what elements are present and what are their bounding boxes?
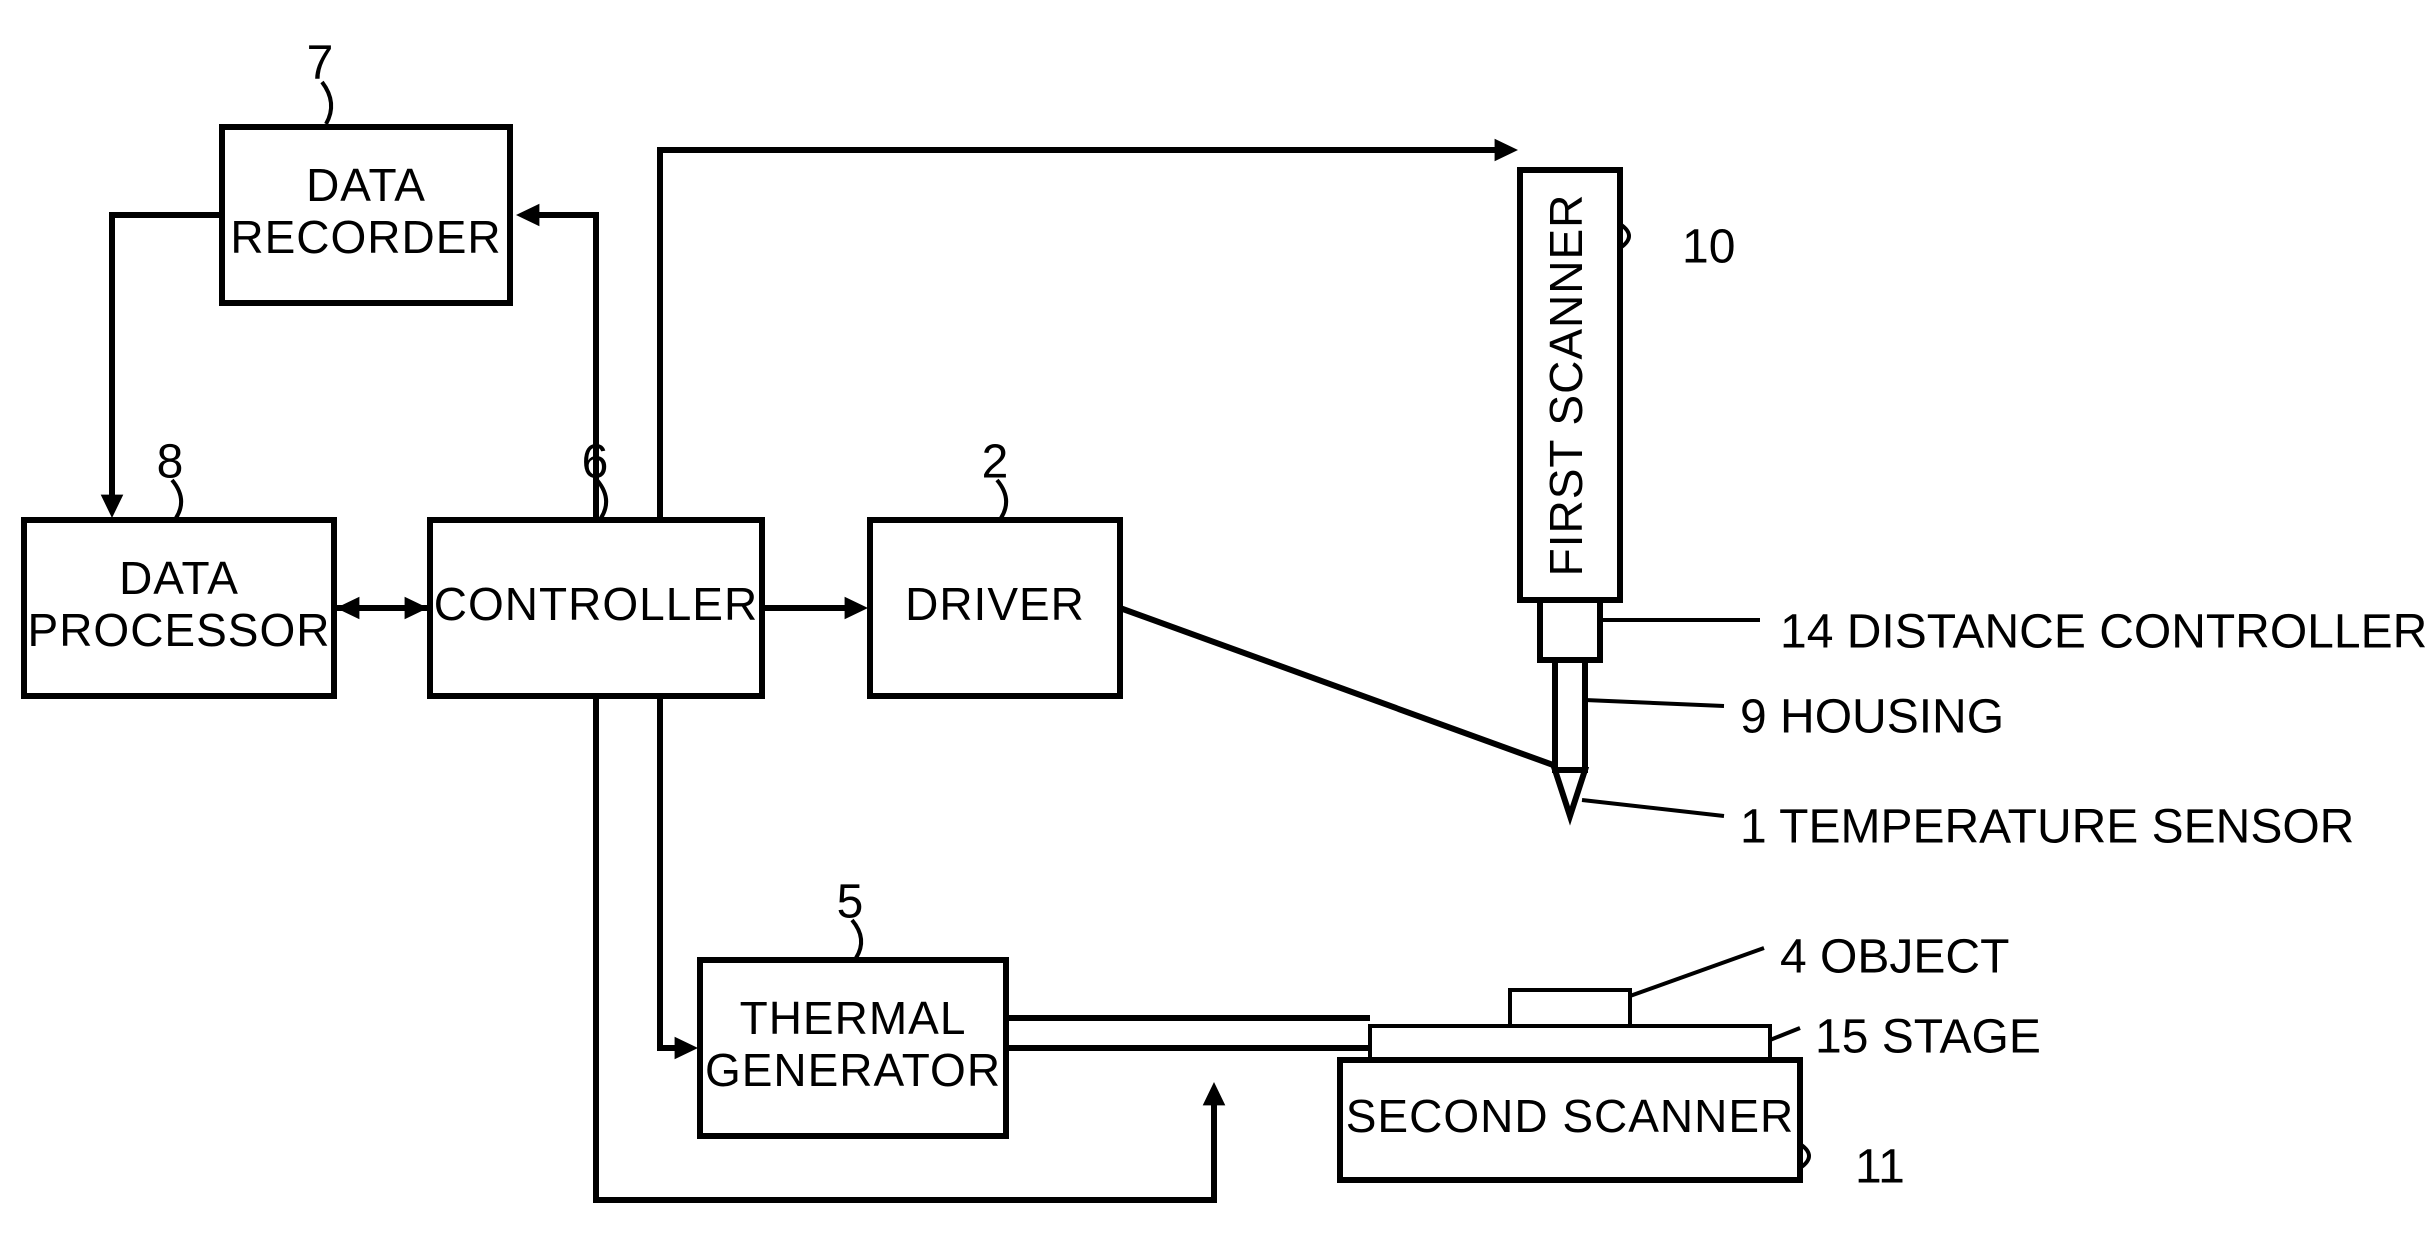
svg-text:5: 5 [837,876,864,929]
svg-text:DATA: DATA [306,159,426,211]
svg-text:9 HOUSING: 9 HOUSING [1740,691,2004,744]
svg-text:FIRST SCANNER: FIRST SCANNER [1540,194,1592,577]
svg-text:SECOND SCANNER: SECOND SCANNER [1346,1090,1795,1142]
svg-text:THERMAL: THERMAL [740,992,967,1044]
svg-text:10: 10 [1682,221,1735,274]
svg-text:GENERATOR: GENERATOR [705,1044,1001,1096]
svg-text:RECORDER: RECORDER [230,211,501,263]
svg-text:DRIVER: DRIVER [905,578,1085,630]
first-scanner-block: FIRST SCANNER [1520,170,1620,600]
svg-text:8: 8 [157,436,184,489]
svg-text:1 TEMPERATURE SENSOR: 1 TEMPERATURE SENSOR [1740,801,2354,854]
data-recorder-block: DATARECORDER [222,127,510,303]
controller-block: CONTROLLER [430,520,762,696]
svg-text:15 STAGE: 15 STAGE [1815,1011,2041,1064]
thermal-generator-block: THERMALGENERATOR [700,960,1006,1136]
svg-text:11: 11 [1855,1141,1905,1194]
second-scanner-block: SECOND SCANNER [1340,1060,1800,1180]
svg-text:2: 2 [982,436,1009,489]
svg-text:CONTROLLER: CONTROLLER [434,578,758,630]
svg-text:DATA: DATA [119,552,239,604]
svg-text:6: 6 [582,436,609,489]
driver-block: DRIVER [870,520,1120,696]
data-processor-block: DATAPROCESSOR [24,520,334,696]
svg-text:14 DISTANCE CONTROLLER: 14 DISTANCE CONTROLLER [1780,606,2427,659]
svg-text:7: 7 [307,37,334,90]
svg-text:PROCESSOR: PROCESSOR [28,604,331,656]
svg-text:4 OBJECT: 4 OBJECT [1780,931,2009,984]
